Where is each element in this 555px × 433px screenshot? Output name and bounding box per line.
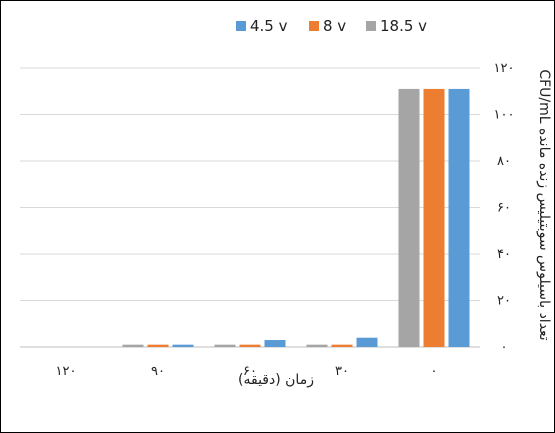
y-tick-label: ۱۲۰: [494, 61, 515, 76]
legend-label: 18.5 v: [380, 17, 427, 35]
y-tick-label: ۶۰: [497, 201, 511, 216]
x-tick-label: ۱۲۰: [56, 364, 77, 379]
legend-swatch: [236, 21, 246, 31]
bar: [239, 344, 261, 347]
bar: [122, 344, 144, 347]
bar: [306, 344, 328, 347]
legend: 4.5 v 8 v 18.5 v: [236, 17, 427, 35]
bar: [214, 344, 236, 347]
legend-swatch: [366, 21, 376, 31]
x-tick-labels: ۰ ۳۰ ۶۰ ۹۰ ۱۲۰: [56, 364, 438, 379]
bar: [331, 344, 353, 347]
x-tick-label: ۶۰: [243, 364, 257, 379]
bar: [172, 344, 194, 347]
legend-label: 8 v: [323, 17, 346, 35]
bar: [264, 340, 286, 347]
y-tick-label: ۴۰: [497, 247, 511, 262]
x-axis-title: زمان (دقیقه): [238, 372, 314, 388]
bar: [147, 344, 169, 347]
bar: [356, 337, 378, 347]
bar: [423, 88, 445, 348]
x-tick-label: ۰: [431, 364, 438, 379]
y-tick-label: ۱۰۰: [494, 108, 515, 123]
bars-group: [122, 88, 470, 348]
y-axis-title: CFU/mL تعداد باسیلوس سوبتیلیس زنده مانده: [536, 69, 552, 340]
legend-swatch: [309, 21, 319, 31]
bar: [448, 88, 470, 348]
legend-label: 4.5 v: [250, 17, 288, 35]
y-tick-labels: ۰ ۲۰ ۴۰ ۶۰ ۸۰ ۱۰۰ ۱۲۰: [494, 61, 515, 355]
x-tick-label: ۹۰: [151, 364, 165, 379]
y-tick-label: ۲۰: [497, 294, 511, 309]
y-tick-label: ۸۰: [497, 154, 511, 169]
bar: [398, 88, 420, 348]
y-tick-label: ۰: [501, 340, 508, 355]
x-tick-label: ۳۰: [335, 364, 349, 379]
